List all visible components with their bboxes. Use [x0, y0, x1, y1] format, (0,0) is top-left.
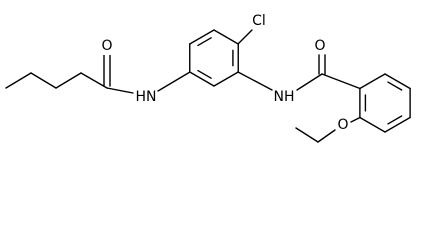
- bond: [157, 71, 191, 92]
- bond: [350, 116, 361, 123]
- bond: [295, 127, 319, 143]
- bond: [213, 29, 239, 45]
- bonds: [5, 29, 411, 143]
- atom-label: NH: [274, 89, 295, 105]
- bond: [30, 72, 57, 89]
- bond: [55, 72, 82, 89]
- bond: [359, 73, 386, 90]
- bond: [5, 72, 32, 89]
- bond: [321, 73, 361, 90]
- atom-label: HN: [136, 89, 157, 105]
- bond: [189, 71, 215, 87]
- bond: [359, 116, 386, 133]
- bond: [197, 37, 212, 47]
- bond: [317, 129, 336, 143]
- bond: [384, 116, 411, 133]
- atom-label: O: [314, 38, 325, 54]
- bond: [237, 71, 273, 91]
- atom-label: Cl: [252, 13, 266, 29]
- bond: [384, 73, 411, 90]
- bond: [387, 115, 403, 125]
- bond: [296, 73, 323, 91]
- bond: [237, 29, 253, 45]
- bond: [106, 87, 134, 94]
- atom-label: O: [101, 38, 112, 54]
- label-bg: [95, 37, 119, 55]
- bond: [189, 29, 215, 45]
- bond: [80, 72, 108, 89]
- structure-diagram: O HN Cl NH O O: [5, 13, 411, 143]
- bond: [213, 71, 239, 87]
- bond: [197, 69, 212, 79]
- bond: [387, 81, 403, 91]
- atom-label: O: [337, 117, 348, 133]
